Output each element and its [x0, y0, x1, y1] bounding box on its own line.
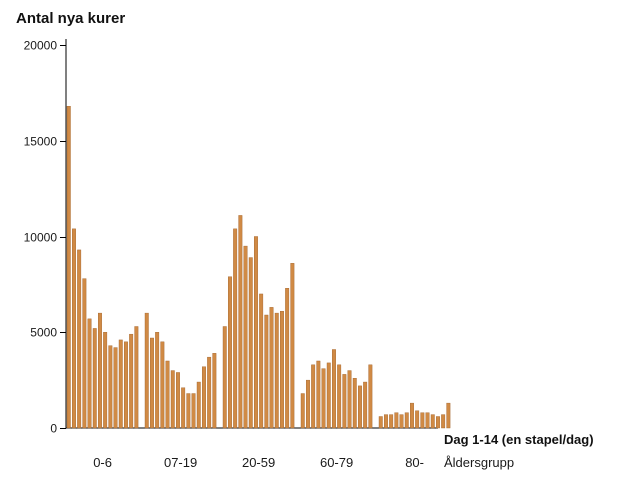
bar-80--day-10 — [425, 412, 430, 429]
category-label: 07-19 — [164, 455, 197, 470]
bar-07-19-day-6 — [170, 370, 175, 429]
bar-80--day-4 — [394, 412, 399, 429]
bar-60-79-day-13 — [363, 381, 368, 429]
bar-80--day-8 — [415, 410, 420, 429]
bar-80--day-13 — [441, 414, 446, 429]
bar-20-59-day-4 — [238, 215, 243, 429]
bar-20-59-day-8 — [259, 293, 264, 429]
bar-0-6-day-12 — [123, 341, 128, 429]
bars-layer — [66, 106, 451, 429]
bar-60-79-day-12 — [358, 385, 362, 429]
bar-60-79-day-2 — [306, 379, 310, 429]
bar-07-19-day-11 — [196, 381, 201, 429]
category-label: 80- — [405, 455, 424, 470]
bar-0-6-day-5 — [87, 318, 92, 429]
y-tick-label: 0 — [50, 422, 57, 436]
category-label: 20-59 — [242, 455, 275, 470]
bar-20-59-day-3 — [233, 228, 238, 429]
bar-20-59-day-10 — [269, 307, 274, 429]
group-axis-title: Åldersgrupp — [444, 455, 514, 470]
bar-20-59-day-13 — [285, 288, 290, 429]
y-tick-label: 5000 — [30, 326, 57, 340]
bar-60-79-day-11 — [352, 378, 357, 429]
bar-80--day-14 — [446, 402, 451, 429]
bar-07-19-day-13 — [207, 356, 212, 429]
bar-07-19-day-1 — [144, 312, 149, 429]
bar-60-79-day-8 — [337, 364, 342, 429]
bar-0-6-day-11 — [118, 339, 123, 429]
bar-80--day-5 — [399, 414, 404, 429]
bar-0-6-day-4 — [82, 278, 87, 429]
bar-0-6-day-2 — [71, 228, 76, 429]
labels-layer: 0 5000 10000 15000 20000 0-6 07-19 20-59 60-79 80… — [24, 39, 424, 471]
chart-title: Antal nya kurer — [16, 10, 125, 27]
bar-60-79-day-10 — [347, 370, 352, 429]
bar-0-6-day-13 — [129, 333, 134, 429]
bar-80--day-3 — [389, 414, 394, 429]
bar-80--day-11 — [430, 414, 435, 429]
bar-80--day-1 — [378, 416, 383, 429]
bar-80--day-9 — [420, 412, 425, 429]
bar-20-59-day-5 — [243, 245, 248, 429]
bar-60-79-day-14 — [368, 364, 373, 429]
bar-0-6-day-6 — [92, 328, 97, 429]
category-label: 60-79 — [320, 455, 353, 470]
bar-20-59-day-1 — [222, 326, 227, 429]
bar-0-6-day-3 — [77, 249, 82, 429]
bar-07-19-day-12 — [201, 366, 206, 429]
y-tick-label: 10000 — [24, 231, 58, 245]
bar-80--day-2 — [384, 414, 388, 429]
bar-60-79-day-3 — [311, 364, 316, 429]
bar-07-19-day-2 — [149, 337, 154, 429]
bar-60-79-day-7 — [332, 349, 336, 429]
bar-80--day-12 — [436, 416, 440, 429]
bar-20-59-day-9 — [264, 314, 269, 429]
bar-80--day-6 — [404, 412, 409, 429]
bar-0-6-day-8 — [103, 332, 108, 429]
bar-07-19-day-3 — [155, 332, 160, 429]
bar-0-6-day-1 — [66, 106, 71, 429]
bar-60-79-day-4 — [316, 360, 321, 429]
bar-07-19-day-8 — [181, 387, 186, 429]
bar-07-19-day-14 — [212, 353, 217, 429]
bar-60-79-day-9 — [342, 374, 347, 429]
y-tick-label: 20000 — [24, 39, 58, 53]
y-tick-label: 15000 — [24, 135, 58, 149]
bar-0-6-day-9 — [108, 345, 113, 429]
bar-20-59-day-6 — [248, 257, 253, 429]
bar-80--day-7 — [410, 402, 414, 429]
bar-60-79-day-6 — [326, 362, 331, 429]
bar-0-6-day-7 — [97, 312, 102, 429]
bar-07-19-day-4 — [160, 341, 165, 429]
bar-0-6-day-10 — [113, 347, 118, 429]
bar-20-59-day-14 — [290, 263, 295, 429]
bar-60-79-day-5 — [321, 368, 326, 429]
bar-60-79-day-1 — [300, 393, 305, 429]
bar-20-59-day-12 — [280, 310, 284, 429]
bar-20-59-day-7 — [253, 236, 258, 429]
bar-07-19-day-9 — [186, 393, 191, 429]
bar-07-19-day-10 — [191, 393, 196, 429]
bar-20-59-day-11 — [274, 312, 279, 429]
bar-20-59-day-2 — [227, 276, 232, 429]
x-axis-title: Dag 1-14 (en stapel/dag) — [444, 432, 594, 447]
bar-0-6-day-14 — [134, 326, 139, 429]
bar-07-19-day-5 — [165, 360, 170, 429]
category-label: 0-6 — [93, 455, 112, 470]
bar-07-19-day-7 — [175, 372, 180, 429]
